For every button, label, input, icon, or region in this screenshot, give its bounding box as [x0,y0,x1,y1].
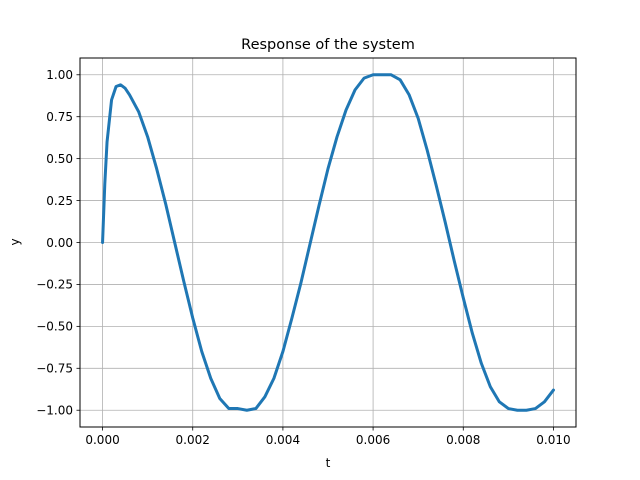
x-tick-label: 0.004 [266,433,300,447]
x-tick-label: 0.002 [176,433,210,447]
x-axis: 0.000 0.002 0.004 0.006 0.008 0.010 [85,427,571,447]
y-tick-label: −0.50 [36,320,73,334]
x-tick-label: 0.006 [356,433,390,447]
grid [80,58,576,427]
y-tick-label: −0.75 [36,362,73,376]
y-tick-label: 0.25 [46,194,73,208]
x-tick-label: 0.008 [446,433,480,447]
y-tick-label: −0.25 [36,278,73,292]
y-tick-label: −1.00 [36,404,73,418]
series-layer [101,73,555,412]
y-tick-label: 0.75 [46,110,73,124]
y-axis-label: y [8,238,22,245]
y-axis: −1.00 −0.75 −0.50 −0.25 0.00 0.25 0.50 0.75 1.00 [36,68,80,418]
x-axis-label: t [326,456,331,470]
y-tick-label: 0.50 [46,152,73,166]
x-tick-label: 0.000 [85,433,119,447]
chart-title: Response of the system [241,37,415,53]
y-tick-label: 1.00 [46,68,73,82]
y-tick-label: 0.00 [46,236,73,250]
x-tick-label: 0.010 [536,433,570,447]
series-line [101,73,555,412]
